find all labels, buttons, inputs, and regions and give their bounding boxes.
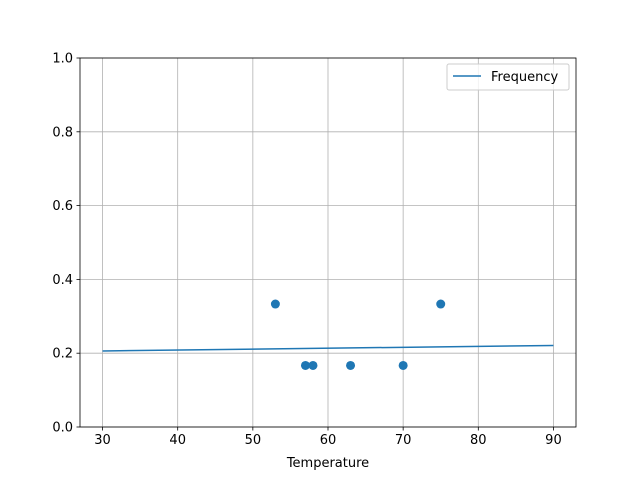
x-tick-label: 70 <box>395 433 412 448</box>
y-tick-label: 1.0 <box>52 52 73 67</box>
legend-label: Frequency <box>491 70 558 85</box>
y-tick-label: 0.4 <box>52 273 73 288</box>
x-tick-label: 60 <box>320 433 337 448</box>
marks <box>102 299 554 370</box>
x-tick-label: 30 <box>94 433 111 448</box>
y-tick-label: 0.2 <box>52 347 73 362</box>
legend: Frequency <box>446 63 570 91</box>
x-tick-label: 50 <box>245 433 262 448</box>
axes-frame <box>79 57 577 428</box>
scatter-point <box>436 299 446 309</box>
scatter-point <box>308 360 318 370</box>
ticks: 30 40 50 60 70 80 90 0.0 0.2 0.4 0.6 0.8 1.0 <box>52 52 561 449</box>
y-tick-label: 0.0 <box>52 421 73 436</box>
scatter-point <box>300 360 310 370</box>
scatter-point <box>398 360 408 370</box>
frequency-line <box>102 344 554 352</box>
x-tick-label: 90 <box>545 433 562 448</box>
legend-box <box>446 63 570 91</box>
x-tick-label: 40 <box>169 433 186 448</box>
y-tick-label: 0.6 <box>52 199 73 214</box>
x-axis-label: Temperature <box>286 456 369 471</box>
scatter-point <box>346 360 356 370</box>
y-tick-label: 0.8 <box>52 125 73 140</box>
x-tick-label: 80 <box>470 433 487 448</box>
scatter-point <box>270 299 280 309</box>
